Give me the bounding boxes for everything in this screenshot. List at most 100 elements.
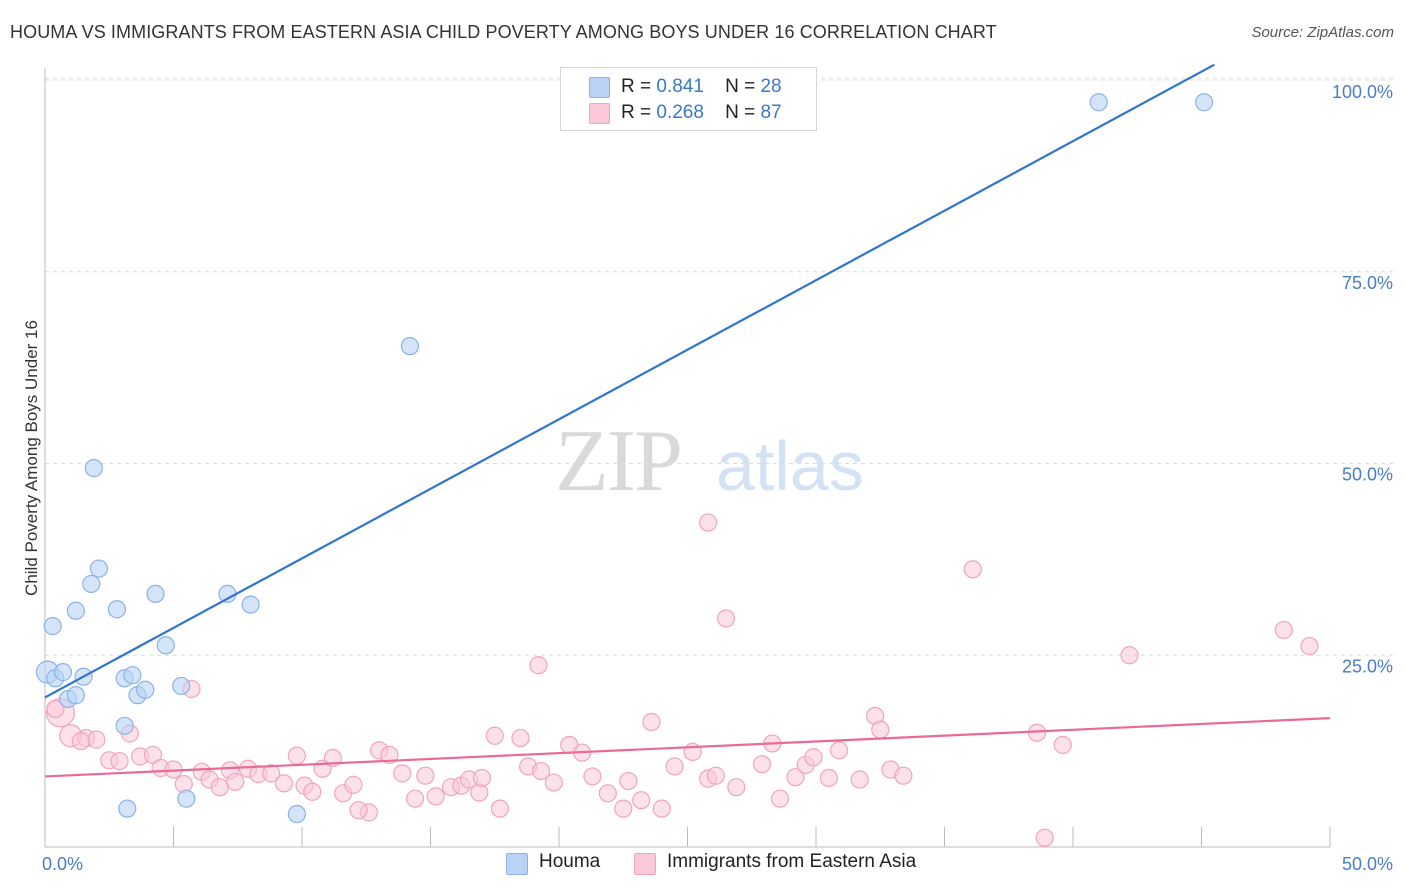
data-point-asia bbox=[871, 720, 890, 739]
chart-title: HOUMA VS IMMIGRANTS FROM EASTERN ASIA CH… bbox=[10, 22, 997, 42]
data-point-asia bbox=[544, 773, 563, 792]
legend-n-label: N = bbox=[725, 76, 756, 97]
gridlines bbox=[45, 77, 1393, 656]
data-point-asia bbox=[894, 766, 913, 785]
tick-labels: 25.0% 50.0% 75.0% 100.0% 0.0% 50.0% bbox=[42, 82, 1393, 874]
data-point-asia bbox=[652, 799, 671, 818]
data-point-asia bbox=[87, 730, 106, 749]
data-point-houma bbox=[1089, 93, 1108, 112]
data-point-asia bbox=[485, 726, 504, 745]
data-point-asia bbox=[619, 771, 638, 791]
data-point-asia bbox=[531, 761, 551, 781]
data-point-asia bbox=[426, 787, 445, 806]
data-point-houma bbox=[156, 636, 175, 655]
data-point-asia bbox=[472, 768, 491, 788]
y-tick-label: 25.0% bbox=[1342, 656, 1393, 676]
data-point-asia bbox=[665, 757, 684, 776]
data-point-houma bbox=[400, 337, 420, 356]
data-point-asia bbox=[706, 766, 725, 785]
legend-r-label: R = bbox=[621, 102, 652, 123]
data-point-asia bbox=[819, 768, 838, 788]
data-point-asia bbox=[393, 764, 412, 783]
data-point-asia bbox=[727, 778, 746, 797]
data-point-houma bbox=[43, 617, 62, 636]
watermark: ZIP atlas bbox=[555, 413, 864, 510]
data-point-houma bbox=[136, 680, 155, 699]
y-tick-label: 50.0% bbox=[1342, 465, 1393, 485]
data-point-asia bbox=[416, 766, 435, 785]
data-point-asia bbox=[716, 609, 736, 628]
data-point-houma bbox=[118, 799, 137, 818]
data-point-asia bbox=[349, 801, 368, 820]
y-tick-label: 100.0% bbox=[1332, 82, 1393, 102]
data-point-asia bbox=[380, 745, 399, 765]
data-point-houma bbox=[115, 716, 134, 735]
trend-line-houma bbox=[44, 63, 1215, 699]
data-point-asia bbox=[830, 741, 849, 760]
data-point-houma bbox=[89, 559, 109, 578]
data-point-asia bbox=[698, 513, 718, 532]
x-tick-label: 50.0% bbox=[1342, 854, 1393, 874]
data-point-houma bbox=[66, 601, 85, 620]
data-point-asia bbox=[287, 746, 306, 765]
data-point-asia bbox=[46, 699, 65, 719]
data-point-houma bbox=[241, 595, 260, 614]
data-point-asia bbox=[1120, 646, 1139, 665]
data-point-asia bbox=[210, 778, 229, 797]
data-point-asia bbox=[804, 748, 823, 767]
watermark-atlas: atlas bbox=[716, 427, 864, 505]
data-point-asia bbox=[110, 751, 129, 771]
series-legend-label-houma: Houma bbox=[539, 851, 601, 872]
source-credit: Source: ZipAtlas.com bbox=[1251, 24, 1394, 41]
data-point-asia bbox=[405, 789, 425, 808]
y-tick-label: 75.0% bbox=[1342, 273, 1393, 293]
data-point-asia bbox=[71, 732, 91, 751]
data-point-houma bbox=[146, 584, 165, 603]
legend-swatch-houma bbox=[589, 77, 610, 98]
data-point-asia bbox=[529, 656, 548, 675]
watermark-zip: ZIP bbox=[555, 413, 681, 510]
data-point-houma bbox=[107, 600, 127, 619]
data-point-houma bbox=[82, 574, 101, 594]
trend-line-asia bbox=[44, 717, 1331, 778]
data-point-asia bbox=[262, 764, 281, 783]
x-tick-label: 0.0% bbox=[42, 854, 83, 874]
legend-n-label: N = bbox=[725, 102, 756, 123]
data-point-asia bbox=[274, 774, 294, 793]
data-point-asia bbox=[752, 755, 772, 774]
data-point-asia bbox=[786, 768, 805, 787]
correlation-legend: R = 0.841 N = 28 R = 0.268 N = 87 bbox=[560, 67, 817, 131]
data-point-houma bbox=[123, 666, 142, 685]
data-point-asia bbox=[511, 728, 530, 748]
data-point-asia bbox=[226, 772, 245, 791]
series-legend-swatch-houma bbox=[506, 853, 528, 875]
data-point-houma bbox=[84, 459, 103, 478]
data-point-asia bbox=[632, 791, 651, 810]
series-houma bbox=[35, 93, 1214, 824]
data-point-asia bbox=[1300, 636, 1319, 656]
axes bbox=[44, 68, 1331, 848]
legend-r-value: 0.268 bbox=[656, 102, 704, 123]
data-point-asia bbox=[642, 712, 661, 732]
data-point-houma bbox=[1194, 93, 1214, 112]
data-point-asia bbox=[1053, 735, 1072, 755]
data-point-asia bbox=[770, 789, 790, 808]
data-point-asia bbox=[344, 775, 363, 794]
data-point-houma bbox=[66, 686, 85, 705]
data-point-asia bbox=[1035, 828, 1054, 847]
legend-r-label: R = bbox=[621, 76, 652, 97]
data-point-houma bbox=[172, 676, 191, 696]
data-point-houma bbox=[177, 789, 196, 808]
series-legend-label-asia: Immigrants from Eastern Asia bbox=[667, 851, 917, 872]
data-point-asia bbox=[1274, 620, 1293, 640]
data-point-asia bbox=[963, 560, 982, 579]
data-point-asia bbox=[614, 799, 633, 818]
legend-n-value: 87 bbox=[760, 102, 782, 123]
legend-n-value: 28 bbox=[760, 76, 782, 97]
data-point-asia bbox=[583, 767, 602, 786]
legend-r-value: 0.841 bbox=[656, 76, 704, 97]
trend-lines bbox=[44, 63, 1331, 778]
data-point-asia bbox=[490, 799, 509, 818]
data-point-asia bbox=[303, 782, 322, 801]
